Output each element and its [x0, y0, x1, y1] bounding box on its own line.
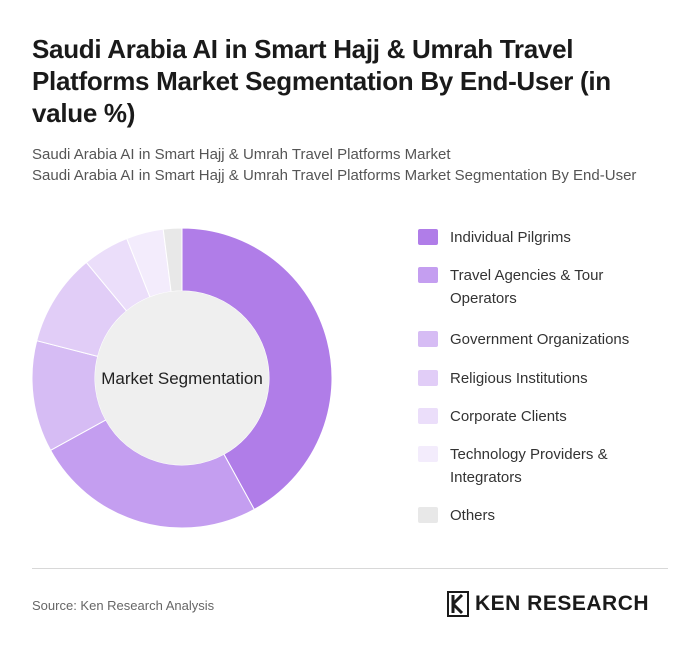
- legend-label: Religious Institutions: [450, 370, 588, 387]
- legend-label: Corporate Clients: [450, 408, 567, 425]
- source-note: Source: Ken Research Analysis: [32, 598, 215, 613]
- chart-title: Saudi Arabia AI in Smart Hajj & Umrah Tr…: [32, 34, 611, 128]
- legend-label: Individual Pilgrims: [450, 229, 571, 246]
- brand-name: KEN RESEARCH: [475, 592, 650, 615]
- legend-swatch: [418, 446, 438, 462]
- center-label: Market Segmentation: [101, 369, 263, 388]
- legend-label: Travel Agencies & Tour Operators: [450, 267, 604, 307]
- donut-chart: Market Segmentation: [31, 227, 333, 529]
- footer-divider: [32, 568, 668, 569]
- legend-swatch: [418, 267, 438, 283]
- chart-subtitle-market: Saudi Arabia AI in Smart Hajj & Umrah Tr…: [32, 146, 451, 163]
- legend-item: Technology Providers & Integrators: [418, 443, 650, 489]
- legend-swatch: [418, 229, 438, 245]
- donut-slice-travel-agencies-tour-operators: [49, 419, 255, 529]
- legend-item: Corporate Clients: [418, 405, 650, 428]
- legend-item: Government Organizations: [418, 328, 650, 351]
- legend-swatch: [418, 331, 438, 347]
- legend-item: Individual Pilgrims: [418, 226, 650, 249]
- donut-hole: [95, 291, 269, 465]
- chart-subtitle-segmentation: Saudi Arabia AI in Smart Hajj & Umrah Tr…: [32, 167, 637, 184]
- legend-item: Travel Agencies & Tour Operators: [418, 264, 650, 310]
- legend-swatch: [418, 408, 438, 424]
- donut-slices: [31, 227, 333, 529]
- legend-swatch: [418, 507, 438, 523]
- legend-swatch: [418, 370, 438, 386]
- legend-label: Others: [450, 507, 496, 524]
- legend-label: Technology Providers & Integrators: [450, 446, 608, 486]
- legend-item: Religious Institutions: [418, 367, 650, 390]
- brand-logo: KEN RESEARCH: [447, 591, 649, 617]
- legend-label: Government Organizations: [450, 331, 630, 348]
- ken-research-logo-icon: [447, 591, 469, 617]
- legend-item: Others: [418, 504, 650, 527]
